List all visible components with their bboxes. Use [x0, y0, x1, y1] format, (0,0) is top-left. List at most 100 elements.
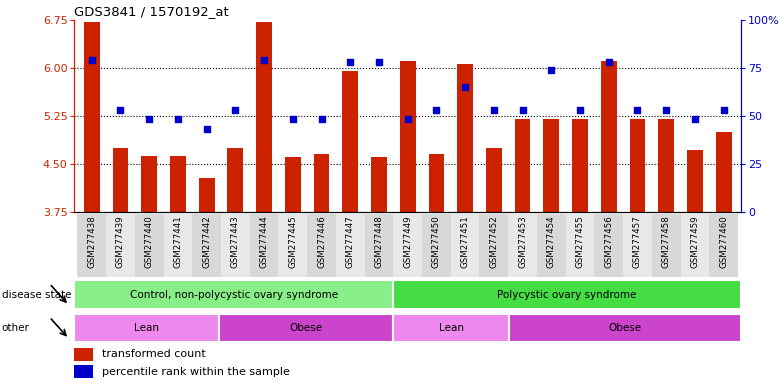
Bar [285, 157, 301, 212]
Text: Obese: Obese [608, 323, 641, 333]
Text: GSM277452: GSM277452 [489, 215, 499, 268]
Point [430, 107, 443, 113]
Text: GSM277450: GSM277450 [432, 215, 441, 268]
Bar [192, 214, 221, 277]
Bar [716, 132, 731, 212]
Point [660, 107, 673, 113]
Bar [543, 119, 559, 212]
Bar [78, 214, 106, 277]
FancyBboxPatch shape [394, 314, 509, 342]
Bar [623, 214, 652, 277]
Text: GSM277442: GSM277442 [202, 215, 211, 268]
Text: GSM277441: GSM277441 [173, 215, 183, 268]
Bar [106, 214, 135, 277]
Text: GDS3841 / 1570192_at: GDS3841 / 1570192_at [74, 5, 229, 18]
Point [602, 59, 615, 65]
Bar [164, 214, 192, 277]
Bar [514, 119, 531, 212]
Text: GSM277459: GSM277459 [691, 215, 699, 268]
Bar [566, 214, 594, 277]
Text: GSM277458: GSM277458 [662, 215, 670, 268]
Bar [422, 214, 451, 277]
Text: GSM277447: GSM277447 [346, 215, 354, 268]
Point [545, 66, 557, 73]
Text: GSM277438: GSM277438 [87, 215, 96, 268]
Text: GSM277460: GSM277460 [719, 215, 728, 268]
Bar [278, 214, 307, 277]
Bar [652, 214, 681, 277]
Text: GSM277451: GSM277451 [461, 215, 470, 268]
FancyBboxPatch shape [220, 314, 394, 342]
Bar [508, 214, 537, 277]
Bar [227, 147, 243, 212]
Point [344, 59, 357, 65]
Bar [371, 157, 387, 212]
Bar [249, 214, 278, 277]
Point [85, 57, 98, 63]
Bar [74, 365, 93, 378]
Bar [141, 156, 157, 212]
FancyBboxPatch shape [394, 280, 741, 309]
Text: GSM277453: GSM277453 [518, 215, 527, 268]
Bar [343, 71, 358, 212]
Text: Lean: Lean [438, 323, 463, 333]
Point [286, 116, 299, 122]
Bar [451, 214, 480, 277]
Point [517, 107, 529, 113]
Bar [135, 214, 164, 277]
FancyBboxPatch shape [509, 314, 741, 342]
Point [688, 116, 701, 122]
Bar [74, 348, 93, 361]
Bar [630, 119, 645, 212]
Bar [572, 119, 588, 212]
Text: GSM277448: GSM277448 [375, 215, 383, 268]
Point [488, 107, 500, 113]
Text: Lean: Lean [134, 323, 159, 333]
Bar [256, 22, 272, 212]
Text: transformed count: transformed count [103, 349, 206, 359]
Point [258, 57, 270, 63]
Text: Obese: Obese [290, 323, 323, 333]
Bar [198, 178, 215, 212]
Text: Control, non-polycystic ovary syndrome: Control, non-polycystic ovary syndrome [130, 290, 338, 300]
Text: GSM277443: GSM277443 [230, 215, 240, 268]
Point [172, 116, 184, 122]
Point [229, 107, 241, 113]
Text: GSM277445: GSM277445 [289, 215, 297, 268]
Text: GSM277457: GSM277457 [633, 215, 642, 268]
Point [315, 116, 328, 122]
Point [143, 116, 155, 122]
Text: GSM277455: GSM277455 [575, 215, 585, 268]
Bar [307, 214, 336, 277]
Text: other: other [2, 323, 30, 333]
Bar [594, 214, 623, 277]
Text: GSM277454: GSM277454 [546, 215, 556, 268]
FancyBboxPatch shape [74, 280, 394, 309]
Bar [400, 61, 416, 212]
Text: GSM277456: GSM277456 [604, 215, 613, 268]
FancyBboxPatch shape [74, 314, 220, 342]
Bar [537, 214, 566, 277]
Bar [457, 65, 473, 212]
Bar [113, 147, 129, 212]
Bar [394, 214, 422, 277]
Point [372, 59, 385, 65]
Point [201, 126, 213, 132]
Bar [659, 119, 674, 212]
Bar [681, 214, 710, 277]
Bar [84, 22, 100, 212]
Bar [365, 214, 394, 277]
Bar [486, 147, 502, 212]
Text: GSM277444: GSM277444 [260, 215, 269, 268]
Text: disease state: disease state [2, 290, 71, 300]
Text: GSM277449: GSM277449 [403, 215, 412, 268]
Bar [601, 61, 617, 212]
Text: percentile rank within the sample: percentile rank within the sample [103, 366, 290, 377]
Point [717, 107, 730, 113]
Point [574, 107, 586, 113]
Point [114, 107, 127, 113]
Text: Polycystic ovary syndrome: Polycystic ovary syndrome [497, 290, 637, 300]
Bar [314, 154, 329, 212]
Bar [480, 214, 508, 277]
Point [631, 107, 644, 113]
